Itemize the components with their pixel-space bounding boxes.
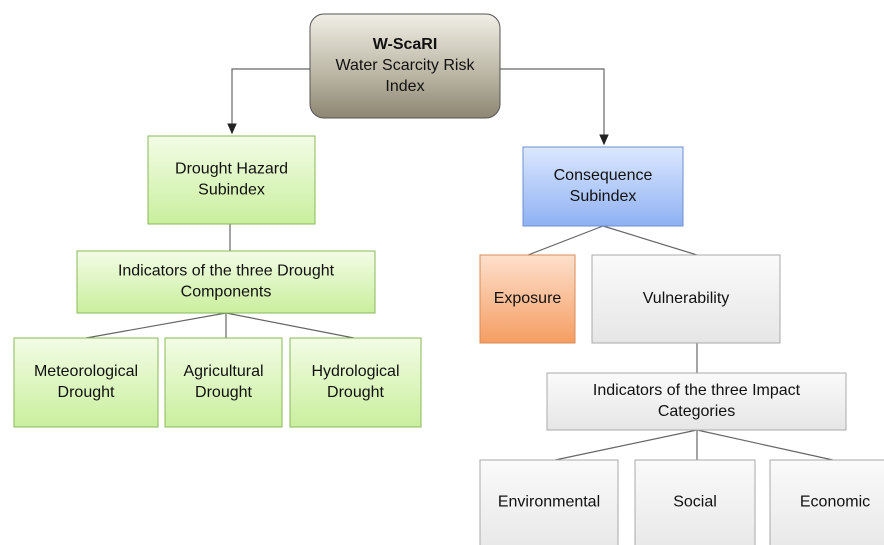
node-box xyxy=(289,337,422,428)
node-box xyxy=(309,13,501,119)
connectors xyxy=(85,68,834,461)
node-label: Drought xyxy=(58,384,115,401)
node-label: Water Scarcity Risk xyxy=(336,57,476,74)
node: Agricultural Drought xyxy=(164,337,283,428)
arrow xyxy=(227,68,310,135)
node: Indicators of the three Impact Categories xyxy=(546,372,847,431)
node-box xyxy=(546,372,847,431)
node-label: Environmental xyxy=(498,494,600,511)
node-box xyxy=(769,459,884,545)
node-label: Social xyxy=(673,494,717,511)
node-label: Vulnerability xyxy=(643,290,730,307)
node-box xyxy=(13,337,159,428)
node-label: Subindex xyxy=(570,188,637,205)
node-label: Hydrological xyxy=(311,363,399,380)
node-label: Indicators of the three Drought xyxy=(118,263,335,280)
node-box xyxy=(76,250,376,314)
node-label: Index xyxy=(385,78,424,95)
node-box xyxy=(634,459,756,545)
node: Hydrological Drought xyxy=(289,337,422,428)
arrow xyxy=(500,68,609,146)
node-label: Drought xyxy=(195,384,252,401)
node-box xyxy=(591,254,781,344)
node-label: Indicators of the three Impact xyxy=(593,382,801,399)
node-label: Exposure xyxy=(494,290,562,307)
node: Exposure xyxy=(479,254,576,344)
node: Meteorological Drought xyxy=(13,337,159,428)
node: Vulnerability xyxy=(591,254,781,344)
node-label: Drought Hazard xyxy=(175,161,288,178)
node: Consequence Subindex xyxy=(522,146,684,227)
node: Environmental xyxy=(479,459,619,545)
node: Drought Hazard Subindex xyxy=(147,135,316,225)
node: Economic xyxy=(769,459,884,545)
node-box xyxy=(479,459,619,545)
node-label: Consequence xyxy=(554,167,653,184)
node: Indicators of the three Drought Component… xyxy=(76,250,376,314)
node-box xyxy=(479,254,576,344)
node-label: Subindex xyxy=(198,182,265,199)
node-box xyxy=(522,146,684,227)
node: W-ScaRI Water Scarcity Risk Index xyxy=(309,13,501,119)
node-box xyxy=(164,337,283,428)
node-title: W-ScaRI xyxy=(373,36,438,53)
connector xyxy=(527,225,698,256)
node-label: Drought xyxy=(327,384,384,401)
connector xyxy=(554,429,834,461)
node: Social xyxy=(634,459,756,545)
connector xyxy=(85,312,355,339)
node-label: Meteorological xyxy=(34,363,138,380)
node-label: Agricultural xyxy=(183,363,263,380)
node-label: Economic xyxy=(800,494,870,511)
node-box xyxy=(147,135,316,225)
node-label: Categories xyxy=(658,403,735,420)
node-label: Components xyxy=(181,284,272,301)
